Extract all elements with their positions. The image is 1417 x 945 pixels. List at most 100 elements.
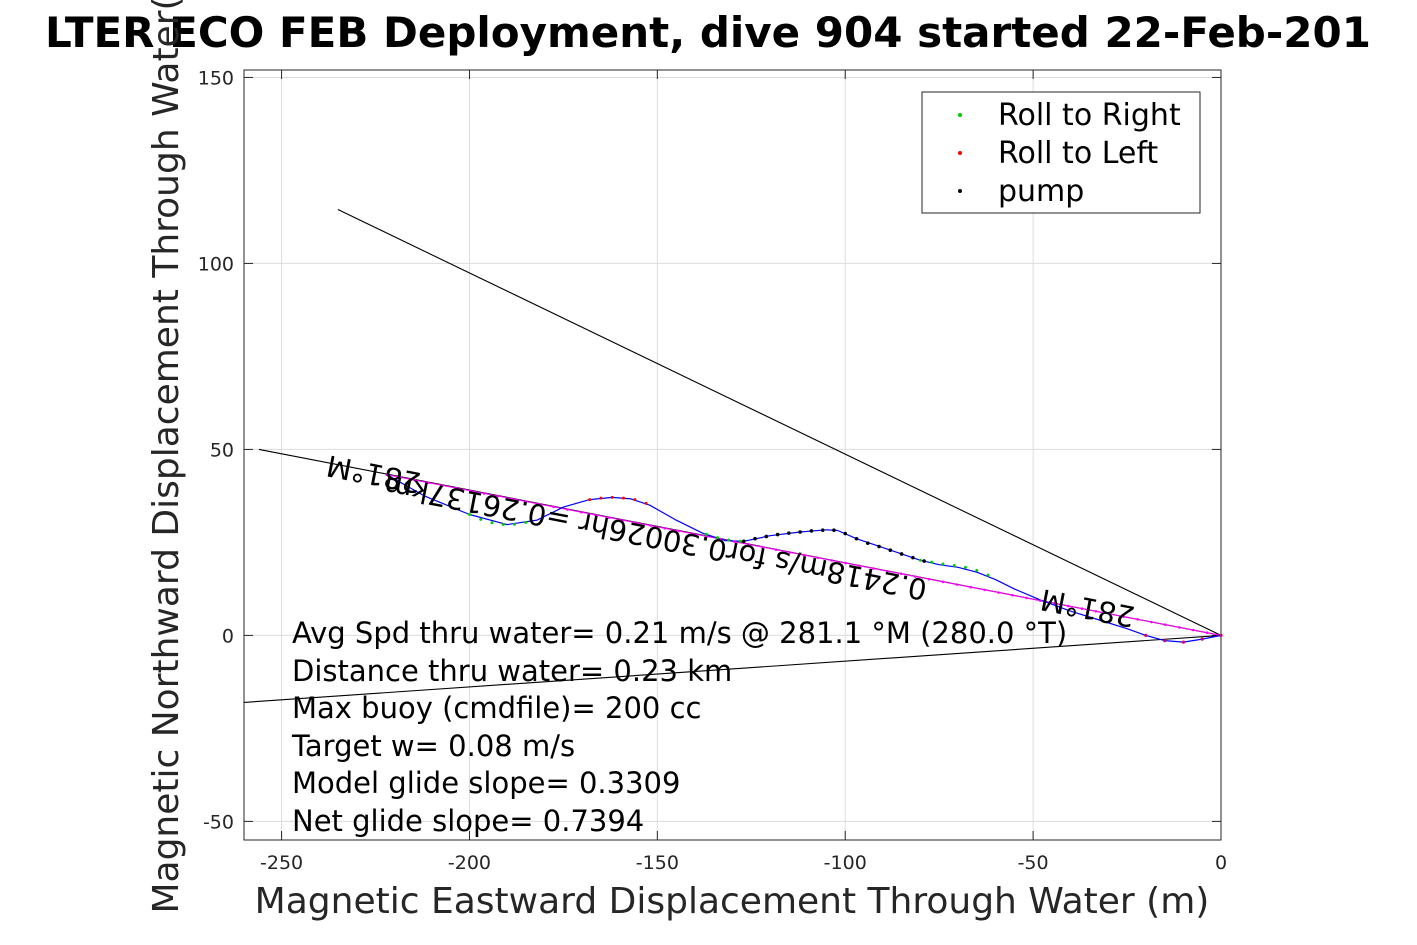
legend-label-roll-left: Roll to Left [998,136,1158,171]
roll-right-point [524,520,528,524]
track-fit-point [649,524,653,527]
x-tick-label: -150 [636,852,679,874]
roll-left-point [610,495,614,499]
track-fit-point [1025,596,1028,600]
pump-point [865,541,870,545]
y-tick-label: 150 [198,67,234,89]
track-fit-point [913,575,917,578]
track-fit-point [413,478,416,482]
track-fit-point [552,505,555,509]
pump-point [922,559,926,563]
pump-point [775,532,780,537]
pump-point [877,544,881,549]
track-end-point [1200,637,1204,641]
track-fit-point [607,516,611,519]
track-end-point [1181,640,1186,644]
track-fit-point [566,508,569,511]
legend-label-pump: pump [998,174,1084,209]
markers [467,495,990,577]
roll-right-point [501,523,505,527]
track-fit-point [441,484,444,487]
track-fit-point [455,486,458,490]
track-fit-point [899,572,903,576]
y-tick-label: 0 [222,625,234,647]
track-fit-point [719,537,722,541]
legend: Roll to Right Roll to Left pump [921,91,1201,214]
roll-left-point [588,498,592,502]
roll-right-point [930,560,934,564]
pump-point [820,528,825,532]
track-fit-point [760,545,764,549]
roll-right-point [952,563,956,567]
reference-line [243,634,1222,703]
track-fit-point [691,532,694,535]
track-fit-point [844,561,847,565]
track-fit-point [524,500,528,503]
track-fit-point [858,564,861,568]
track-fit-point [1108,612,1112,616]
roll-right-point [715,536,719,540]
track-fit-point [427,481,430,485]
lines [243,209,1223,703]
roll-right-point [479,517,483,521]
pump-point [741,539,746,544]
stats-avg-speed: Avg Spd thru water= 0.21 m/s @ 281.1 °M … [292,616,1067,650]
track-fit-point [663,526,667,530]
track-fit-point [1038,599,1042,602]
roll-right-point [727,538,731,542]
track-fit-point [635,521,639,525]
track-fit-point [1080,607,1084,610]
pump-point [764,534,769,539]
reference-line [337,209,1222,636]
roll-right-point [704,532,708,536]
ticks: -250 -200 -150 -100 -50 0 -50 0 50 100 150 [198,67,1227,874]
roll-left-point [622,496,626,500]
track-fit-point [1136,618,1139,621]
track-end-point [1219,633,1223,638]
legend-marker-pump [958,189,962,193]
pump-point [809,529,814,533]
track-fit-point [510,497,514,501]
legend-label-roll-right: Roll to Right [998,98,1181,133]
track-fit-point [1164,623,1167,626]
track-fit-point [621,518,625,522]
track-fit-point [1066,604,1070,608]
x-tick-label: 0 [1215,852,1227,874]
pump-point [798,530,802,534]
roll-right-point [963,565,967,569]
track-fit-point [468,489,472,493]
y-tick-label: 100 [198,253,234,275]
pump-point [787,531,791,535]
track-fit-point [482,492,486,495]
pump-point [753,536,757,541]
legend-marker-roll-right [958,113,962,117]
track-line [386,474,1222,643]
roll-right-point [467,513,471,517]
pump-point [888,548,893,553]
x-tick-label: -250 [260,852,303,874]
track-fit-point [538,502,542,506]
track-fit-point [1052,601,1056,605]
legend-marker-roll-left [958,151,962,155]
x-axis-label: Magnetic Eastward Displacement Through W… [255,881,1210,922]
roll-left-point [633,498,637,502]
track-fit-point [997,591,1000,594]
track-fit-point [580,510,583,514]
track-fit-point [872,567,875,570]
roll-right-point [986,573,990,577]
roll-left-point [599,496,603,500]
track-fit-point [802,553,806,557]
track-fit-point [677,529,681,533]
track-fit-point [955,583,959,586]
track-fit-point [1122,615,1125,618]
track-fit-point [399,476,402,479]
y-tick-label: -50 [203,811,234,833]
x-tick-label: -100 [824,852,867,874]
track-fit-point [733,540,736,543]
track-fit-point [969,585,973,589]
pump-point [843,531,848,536]
track-end-point [1144,633,1148,638]
roll-right-point [738,539,742,543]
